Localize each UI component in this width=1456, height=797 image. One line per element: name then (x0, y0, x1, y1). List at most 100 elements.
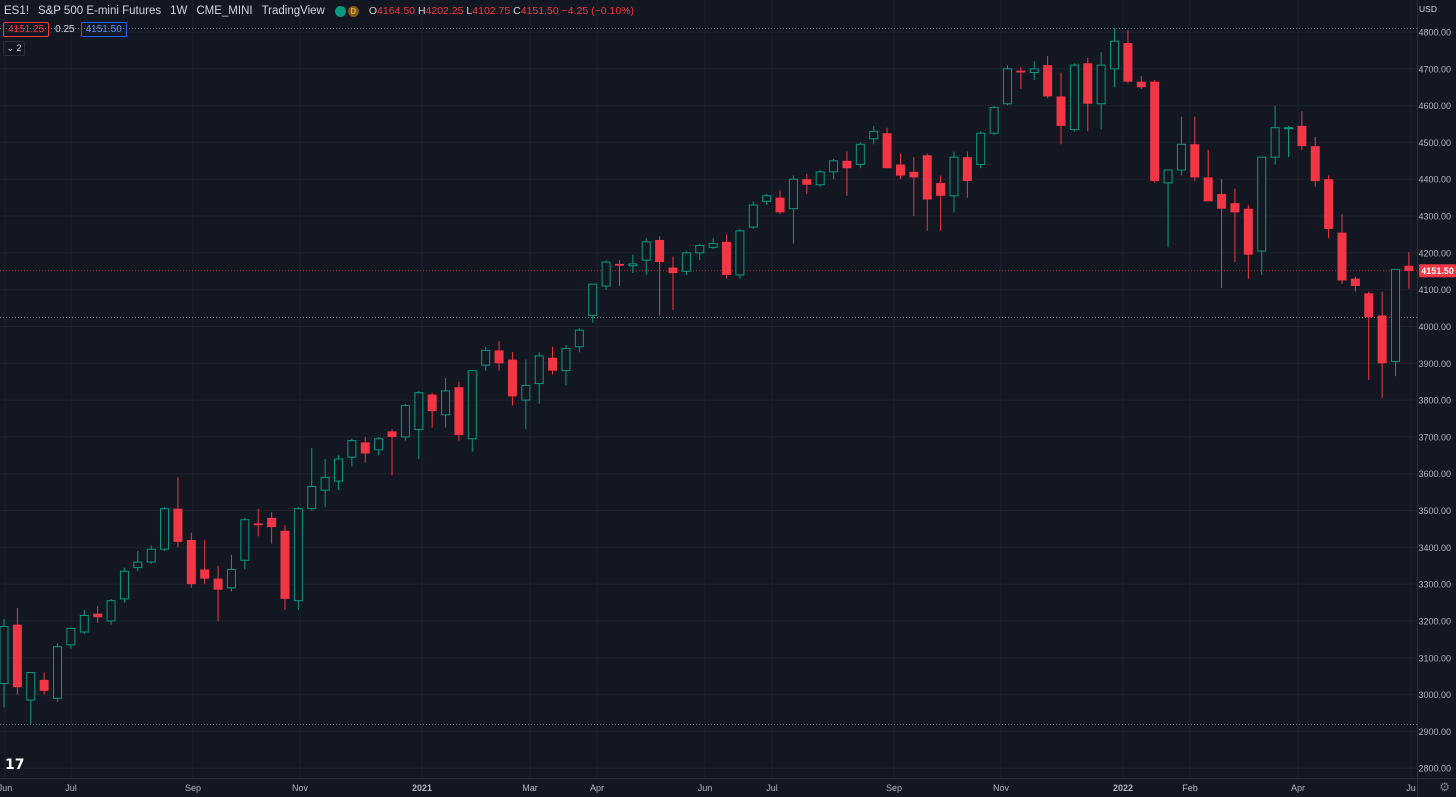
x-tick-label: 2022 (1113, 783, 1133, 793)
candle-body-up (467, 370, 477, 440)
y-tick-label: 3200.00 (1418, 616, 1451, 626)
candle-body-up (26, 671, 36, 701)
candle-body-down (1377, 315, 1387, 364)
candle-body-up (588, 283, 598, 316)
candle-body-down (1217, 193, 1227, 209)
instrument-name: S&P 500 E-mini Futures (37, 5, 162, 17)
candle-body-up (762, 195, 772, 202)
candle-body-up (695, 244, 705, 254)
candle-body-down (253, 523, 263, 526)
y-tick-label: 4500.00 (1418, 138, 1451, 148)
x-tick-label: Feb (1182, 783, 1198, 793)
candle-body-down (200, 569, 210, 579)
candle-body-down (1364, 293, 1374, 318)
candle-body-up (976, 132, 986, 166)
x-tick-label: Jun (698, 783, 713, 793)
candle-body-up (106, 600, 116, 622)
candle-body-up (829, 160, 839, 173)
candle-body-up (226, 568, 236, 589)
candle-body-up (1176, 143, 1186, 171)
candle-body-down (280, 530, 290, 599)
change-value: −4.25 (−0.10%) (561, 5, 635, 17)
candle-body-up (240, 519, 250, 561)
source-label: TradingView (261, 5, 325, 17)
candle-body-down (1243, 208, 1253, 255)
candle-body-up (561, 348, 571, 372)
candle-body-down (962, 157, 972, 182)
candle-body-up (307, 486, 317, 510)
candle-body-down (909, 171, 919, 178)
sell-price-button[interactable]: 4151.25 (3, 22, 50, 37)
candle-body-down (12, 624, 22, 688)
tradingview-logo-icon[interactable]: 𝟭𝟳 (5, 757, 25, 773)
candle-body-up (0, 625, 9, 685)
candle-body-down (1056, 96, 1066, 126)
candle-body-up (119, 570, 129, 600)
candle-body-down (213, 578, 223, 590)
candle-body-up (1257, 156, 1267, 252)
y-tick-label: 2800.00 (1418, 764, 1451, 774)
collapse-indicators-button[interactable]: ⌄ 2 (3, 41, 25, 56)
y-tick-label: 4400.00 (1418, 175, 1451, 185)
buy-price-button[interactable]: 4151.50 (80, 22, 127, 37)
quote-badges: 4151.25 0.25 4151.50 (3, 22, 127, 37)
candle-body-down (655, 239, 665, 263)
y-tick-label: 4300.00 (1418, 212, 1451, 222)
candle-body-up (66, 627, 76, 646)
candle-body-up (414, 392, 424, 431)
x-tick-label: Sep (185, 783, 201, 793)
low-value: 4102.75 (472, 5, 511, 17)
y-tick-label: 3500.00 (1418, 506, 1451, 516)
spread-value: 0.25 (55, 24, 75, 35)
candle-body-down (93, 613, 103, 618)
y-tick-label: 4600.00 (1418, 101, 1451, 111)
symbol-label[interactable]: ES1! (4, 5, 29, 17)
interval-label[interactable]: 1W (170, 5, 188, 17)
candle-body-down (1016, 70, 1026, 73)
candle-body-up (1003, 68, 1012, 105)
candle-body-up (1110, 40, 1120, 70)
ohlc-values: O4164.50 H4202.25 L4102.75 C4151.50 −4.2… (368, 5, 635, 17)
candle-body-up (815, 171, 825, 186)
candle-body-down (1337, 232, 1347, 281)
candle-body-up (53, 646, 63, 699)
candle-body-down (1324, 179, 1334, 229)
candle-body-down (1404, 265, 1414, 271)
candle-body-down (387, 431, 397, 437)
candle-body-up (441, 390, 451, 416)
high-value: 4202.25 (425, 5, 464, 17)
x-tick-label: Nov (993, 783, 1010, 793)
exchange-label: CME_MINI (196, 5, 253, 17)
x-tick-label: Apr (1291, 783, 1305, 793)
candle-body-up (708, 243, 718, 248)
y-tick-label: 2900.00 (1418, 727, 1451, 737)
candle-body-down (1350, 278, 1360, 286)
candle-body-down (936, 182, 946, 196)
candle-body-up (146, 548, 156, 563)
candle-body-down (360, 442, 370, 454)
candle-body-up (1069, 64, 1079, 131)
candle-body-up (628, 263, 638, 267)
candle-body-down (186, 539, 196, 585)
candle-body-up (735, 230, 745, 276)
candle-body-down (1310, 146, 1320, 182)
candle-body-up (1270, 127, 1280, 158)
candle-body-up (481, 349, 491, 366)
y-tick-label: 4100.00 (1418, 285, 1451, 295)
x-tick-label: Jul (65, 783, 77, 793)
candle-body-up (601, 261, 611, 287)
candle-body-up (748, 204, 758, 228)
candle-body-down (1297, 125, 1307, 147)
currency-label[interactable]: USD (1419, 4, 1437, 14)
delayed-data-icon[interactable]: D (347, 5, 359, 17)
candle-body-up (855, 143, 865, 166)
candle-body-up (534, 355, 544, 385)
candle-body-down (1123, 43, 1133, 82)
candle-body-up (347, 440, 357, 458)
candle-body-up (641, 241, 651, 261)
y-tick-label: 4700.00 (1418, 64, 1451, 74)
candle-body-down (895, 164, 905, 176)
settings-gear-icon[interactable]: ⚙ (1439, 780, 1450, 794)
